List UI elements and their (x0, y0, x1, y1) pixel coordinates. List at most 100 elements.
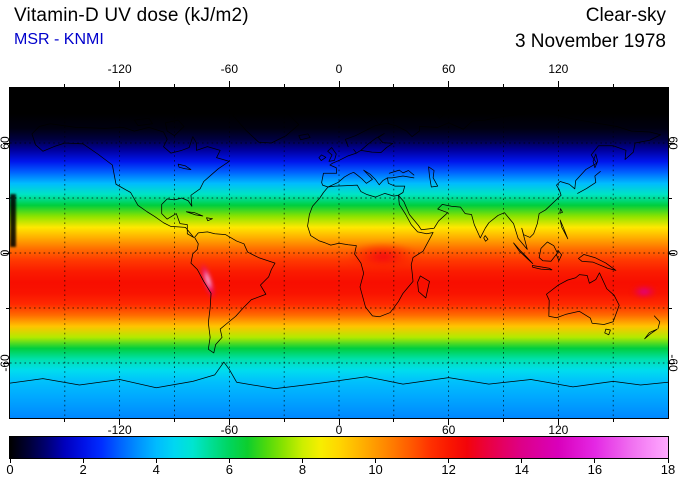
central-africa-patch (346, 241, 420, 272)
lon-axis-label-bottom: -120 (107, 423, 132, 437)
colorbar-tick-label: 8 (298, 462, 307, 477)
world-map (10, 88, 668, 418)
lon-tick-bottom (393, 419, 395, 422)
coastline-great-lakes (178, 164, 191, 170)
colorbar-tick (594, 459, 596, 463)
lon-tick-bottom (228, 419, 230, 425)
coastline-maritime-southeast-asia (484, 236, 616, 271)
header-right: Clear-sky 3 November 1978 (515, 5, 666, 53)
lon-tick-bottom (557, 419, 559, 425)
lat-axis-label-right: 0 (666, 233, 678, 273)
lat-tick-left (3, 252, 9, 254)
coastline-baltic (356, 133, 393, 153)
southwest-pacific-patch (631, 284, 658, 299)
lon-tick-bottom (612, 419, 614, 422)
lat-axis-label-right: 60 (666, 136, 678, 150)
lon-tick-top (228, 81, 230, 87)
coastline-greenland (233, 100, 299, 143)
colorbar (9, 436, 669, 459)
lon-tick-top (338, 81, 340, 87)
colorbar-tick-label: 12 (441, 462, 456, 477)
lon-tick-top (174, 84, 175, 87)
data-source-label: MSR - KNMI (14, 31, 104, 48)
lon-tick-bottom (503, 419, 504, 422)
colorbar-tick (155, 459, 157, 463)
coastline-new-zealand (645, 316, 660, 339)
coastline-black-sea (389, 170, 414, 175)
lon-axis-label-top: 60 (441, 62, 456, 76)
colorbar-tick (667, 459, 669, 463)
lon-axis-label-top: 0 (335, 62, 343, 76)
lon-tick-top (283, 84, 285, 87)
lat-tick-right (669, 362, 675, 364)
lat-tick-right (669, 252, 675, 254)
lat-tick-right (669, 142, 675, 144)
lon-axis-label-top: 120 (548, 62, 569, 76)
lat-axis-label-right: -60 (666, 354, 678, 372)
sky-condition-label: Clear-sky (585, 5, 666, 26)
colorbar-tick-label: 6 (225, 462, 233, 477)
date-label: 3 November 1978 (514, 31, 666, 52)
lon-tick-top (448, 81, 450, 87)
colorbar-tick (228, 459, 230, 463)
colorbar-tick-label: 18 (660, 462, 676, 477)
coastline-antarctica (10, 362, 668, 389)
colorbar-tick-label: 0 (6, 462, 14, 477)
lon-axis-label-bottom: 0 (335, 423, 343, 437)
lon-axis-label-bottom: 120 (548, 423, 569, 437)
colorbar-tick (375, 459, 377, 463)
coastline-caspian-sea (429, 167, 438, 187)
lon-tick-bottom (119, 419, 121, 425)
lat-tick-left (3, 142, 9, 144)
page-title: Vitamin-D UV dose (kJ/m2) (14, 5, 249, 26)
lon-tick-top (612, 84, 614, 87)
coastline-africa (308, 185, 434, 317)
colorbar-tick (82, 459, 84, 463)
lon-tick-bottom (174, 419, 175, 422)
coastline-western-europe (322, 149, 357, 187)
colorbar-tick (448, 459, 450, 463)
lon-tick-top (393, 84, 395, 87)
lat-tick-left (6, 197, 9, 199)
coastline-north-america (32, 124, 229, 238)
lon-tick-top (503, 84, 504, 87)
uv-dose-overlays (10, 88, 668, 418)
coastline-british-isles (299, 134, 336, 162)
colorbar-tick-label: 16 (587, 462, 603, 477)
coastline-south-america (191, 232, 275, 353)
continent-outlines (10, 100, 668, 389)
lon-axis-label-top: -120 (107, 62, 132, 76)
lat-tick-right (669, 307, 672, 309)
lat-axis-label-left: -60 (0, 354, 12, 372)
coastline-madagascar (418, 276, 430, 298)
coastline-arctic-islands (134, 103, 448, 136)
lon-tick-top (119, 81, 121, 87)
lon-axis-label-bottom: 60 (441, 423, 456, 437)
colorbar-tick-label: 10 (368, 462, 383, 477)
lon-tick-bottom (64, 419, 66, 422)
coastline-east-asia-islands (560, 154, 601, 239)
graticule (10, 88, 668, 418)
lat-axis-label-left: 60 (0, 136, 12, 150)
lat-axis-label-left: 0 (0, 233, 12, 273)
lon-tick-bottom (448, 419, 450, 425)
colorbar-tick (301, 459, 303, 463)
colorbar-tick (521, 459, 523, 463)
lon-axis-label-bottom: -60 (220, 423, 238, 437)
coastline-caribbean (186, 212, 212, 221)
lat-tick-right (669, 197, 672, 199)
lon-tick-top (557, 81, 559, 87)
lon-tick-bottom (283, 419, 285, 422)
colorbar-tick-label: 2 (79, 462, 87, 477)
lat-tick-left (3, 362, 9, 364)
coastline-australia (546, 273, 619, 335)
colorbar-tick-label: 14 (514, 462, 529, 477)
dateline-data-gap (10, 194, 17, 248)
coastline-mediterranean-europe (328, 170, 387, 187)
colorbar-tick (9, 459, 11, 463)
lat-tick-left (6, 307, 9, 309)
lon-axis-label-top: -60 (220, 62, 238, 76)
lon-tick-bottom (338, 419, 340, 425)
colorbar-tick-label: 4 (152, 462, 160, 477)
